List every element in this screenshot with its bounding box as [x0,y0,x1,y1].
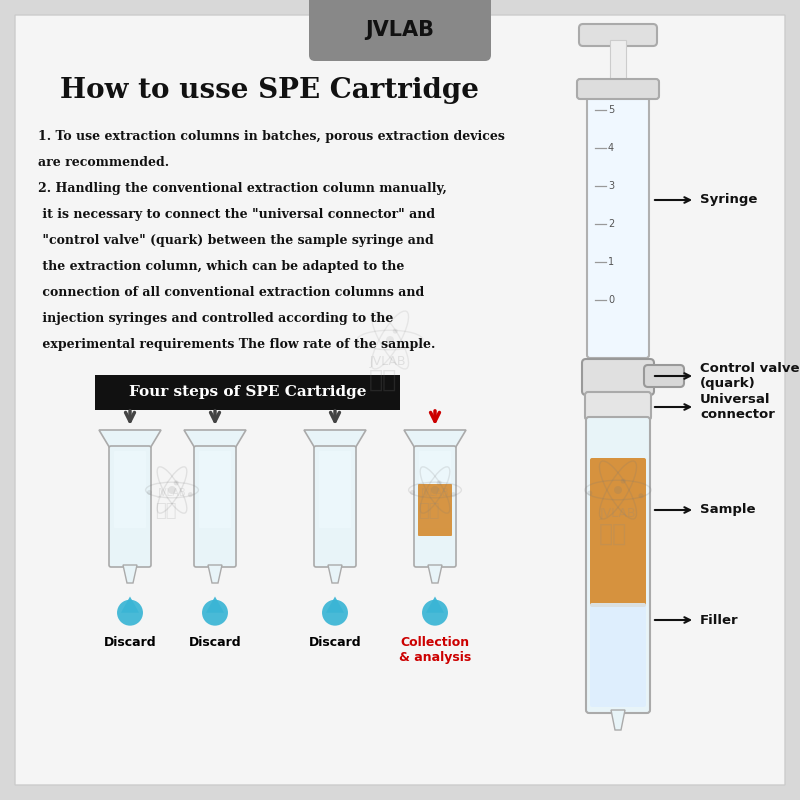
FancyBboxPatch shape [418,484,452,536]
Text: 1: 1 [608,257,614,267]
Text: JVLAB: JVLAB [600,507,636,520]
Circle shape [117,600,143,626]
FancyBboxPatch shape [114,451,146,528]
Polygon shape [426,597,444,613]
Circle shape [147,490,152,495]
FancyBboxPatch shape [319,451,351,528]
FancyBboxPatch shape [95,375,400,410]
FancyBboxPatch shape [590,603,646,707]
FancyBboxPatch shape [590,458,646,607]
Text: 0: 0 [608,295,614,305]
Circle shape [174,481,178,486]
FancyBboxPatch shape [109,446,151,567]
FancyBboxPatch shape [419,451,451,528]
FancyBboxPatch shape [194,446,236,567]
Circle shape [410,490,415,495]
Polygon shape [328,565,342,583]
Text: 2. Handling the conventional extraction column manually,: 2. Handling the conventional extraction … [38,182,447,195]
FancyBboxPatch shape [579,24,657,46]
Text: 2: 2 [608,219,614,229]
Circle shape [587,490,592,495]
Text: it is necessary to connect the "universal connector" and: it is necessary to connect the "universa… [38,208,435,221]
Text: Filler: Filler [700,614,738,626]
FancyBboxPatch shape [582,359,654,395]
Circle shape [621,478,626,484]
Circle shape [614,486,622,494]
Polygon shape [123,565,137,583]
Circle shape [437,481,442,486]
Text: Four steps of SPE Cartridge: Four steps of SPE Cartridge [130,385,366,399]
Polygon shape [304,430,366,450]
Circle shape [422,600,448,626]
Circle shape [638,494,643,498]
FancyBboxPatch shape [309,0,491,61]
FancyBboxPatch shape [585,392,651,420]
Polygon shape [184,430,246,450]
Circle shape [386,336,394,344]
Text: "control valve" (quark) between the sample syringe and: "control valve" (quark) between the samp… [38,234,434,247]
Text: 5: 5 [608,105,614,115]
Text: are recommended.: are recommended. [38,156,169,169]
FancyBboxPatch shape [314,446,356,567]
Polygon shape [208,565,222,583]
Text: JVLAB: JVLAB [158,488,186,498]
Circle shape [188,492,193,497]
Circle shape [168,486,176,494]
Text: 见微: 见微 [418,502,440,520]
Text: Control valve
(quark): Control valve (quark) [700,362,799,390]
FancyBboxPatch shape [577,79,659,99]
Text: 见微: 见微 [599,522,627,546]
Text: Sample: Sample [700,503,755,517]
Text: Discard: Discard [104,636,156,649]
Text: 1. To use extraction columns in batches, porous extraction devices: 1. To use extraction columns in batches,… [38,130,505,143]
Text: experimental requirements The flow rate of the sample.: experimental requirements The flow rate … [38,338,435,351]
Text: Universal
connector: Universal connector [700,393,775,421]
Text: connection of all conventional extraction columns and: connection of all conventional extractio… [38,286,424,299]
Polygon shape [99,430,161,450]
Text: JVLAB: JVLAB [370,355,406,368]
Text: JVLAB: JVLAB [366,20,434,40]
Polygon shape [404,430,466,450]
Text: 见微: 见微 [369,368,397,392]
FancyBboxPatch shape [586,417,650,713]
Text: 4: 4 [608,143,614,153]
FancyBboxPatch shape [587,82,649,358]
Text: How to usse SPE Cartridge: How to usse SPE Cartridge [61,77,479,103]
FancyBboxPatch shape [199,451,231,528]
Circle shape [393,329,398,334]
FancyBboxPatch shape [15,15,785,785]
Polygon shape [428,565,442,583]
Circle shape [359,341,364,346]
Text: Discard: Discard [189,636,242,649]
Text: Syringe: Syringe [700,194,758,206]
Circle shape [410,343,415,348]
FancyBboxPatch shape [610,40,626,210]
Circle shape [322,600,348,626]
FancyBboxPatch shape [644,365,684,387]
Polygon shape [206,597,224,613]
Text: Discard: Discard [309,636,362,649]
Circle shape [202,600,228,626]
FancyBboxPatch shape [414,446,456,567]
Circle shape [451,492,456,497]
Polygon shape [326,597,344,613]
Polygon shape [121,597,139,613]
Text: injection syringes and controlled according to the: injection syringes and controlled accord… [38,312,394,325]
Text: the extraction column, which can be adapted to the: the extraction column, which can be adap… [38,260,404,273]
Circle shape [431,486,439,494]
Text: Collection
& analysis: Collection & analysis [399,636,471,664]
Text: 3: 3 [608,181,614,191]
Text: 见微: 见微 [155,502,177,520]
Text: JVLAB: JVLAB [421,488,450,498]
Polygon shape [611,710,625,730]
